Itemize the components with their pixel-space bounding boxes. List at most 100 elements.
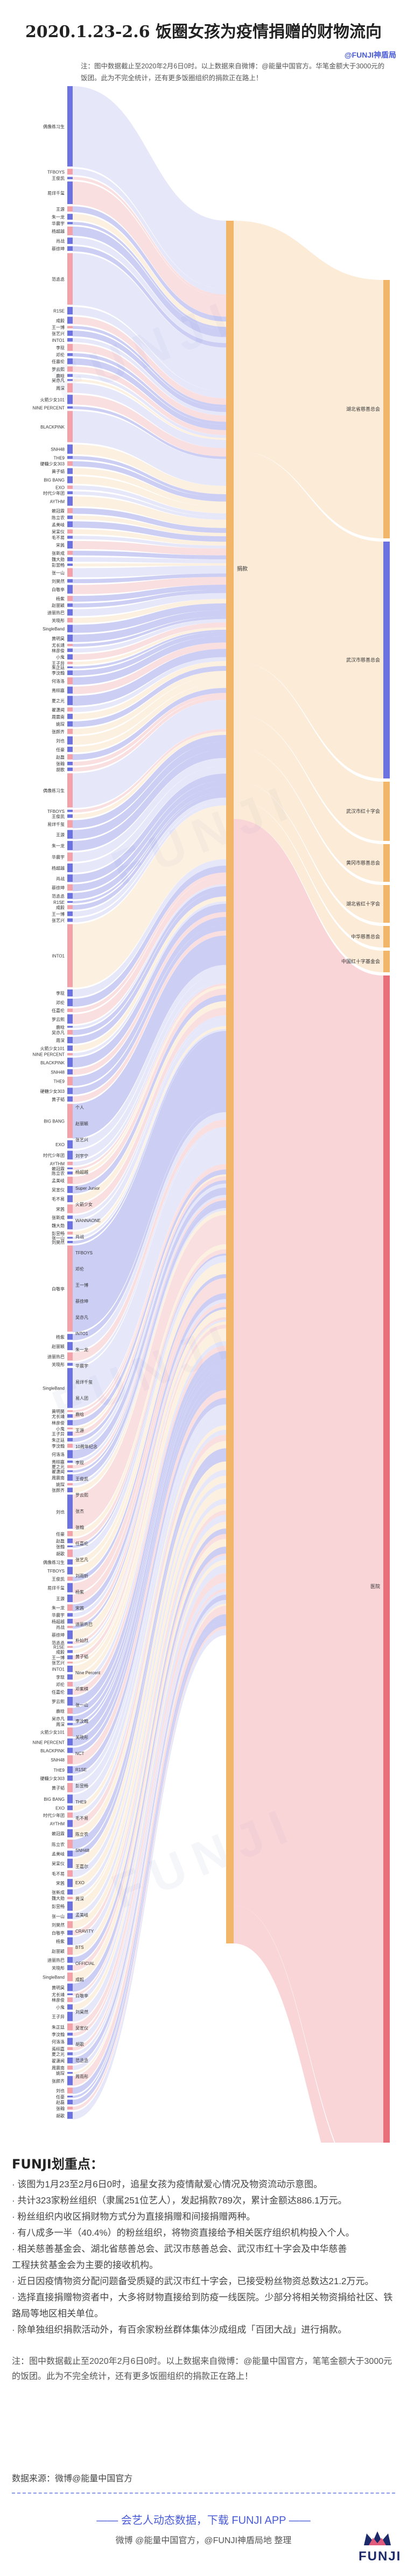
right-node-label: 医院 (370, 1583, 380, 1589)
flow-link (73, 1573, 226, 2031)
flow-link (73, 985, 226, 1175)
left-node (67, 686, 73, 694)
group-label: 鹿晗 (75, 1412, 84, 1417)
left-node (67, 1973, 73, 1982)
flow-link (73, 1180, 226, 1442)
left-node (67, 841, 73, 851)
left-node (67, 1630, 73, 1639)
left-node (67, 485, 73, 489)
flow-link (73, 1528, 226, 1963)
left-node (67, 1559, 73, 1565)
left-node-label: THE9 (54, 455, 65, 460)
flow-link (73, 731, 226, 819)
left-node-label: 赵磊 (56, 1539, 65, 1544)
left-node-label: 周深 (56, 1038, 65, 1043)
flow-link (73, 903, 226, 1068)
left-node-label: 华晨宇 (52, 1612, 65, 1618)
flow-link (73, 1328, 226, 1664)
left-node-label: 刘昊然 (52, 1240, 65, 1245)
left-node (67, 1363, 73, 1366)
flow-link (73, 565, 226, 578)
left-node (67, 1708, 73, 1714)
flow-link (73, 636, 226, 685)
left-node-label: 迪丽热巴 (47, 610, 65, 615)
summary-heading: FUNJI划重点： (12, 2157, 103, 2172)
crown-icon (364, 2531, 391, 2545)
left-node (67, 2038, 73, 2045)
left-node-label: 偶像练习生 (43, 1560, 65, 1565)
flow-link (73, 461, 226, 502)
left-node-label: 火箭少女101 (40, 397, 65, 402)
left-node-label: 黄子韬 (52, 1097, 65, 1102)
flow-link (73, 1345, 226, 1695)
left-node (67, 1576, 73, 1581)
group-label: 任嘉伦 (75, 1541, 88, 1546)
left-node (67, 1215, 73, 1219)
summary-line: · 近日因疫情物资分配问题备受质疑的武汉市红十字会，已接受粉丝物资总数达21.2… (12, 2276, 374, 2286)
left-node (67, 1470, 73, 1472)
flow-link (73, 599, 226, 623)
flow-link (73, 1324, 226, 1660)
left-node-label: 夏之光 (52, 2051, 65, 2056)
group-label: 杨超越 (75, 1169, 88, 1175)
flow-link (73, 603, 226, 633)
left-node (67, 1368, 73, 1408)
flow-link (73, 214, 226, 327)
group-label: 孟美岐 (75, 1912, 88, 1918)
center-node-label: 捐款 (237, 565, 248, 572)
left-node (67, 1057, 73, 1067)
flow-link (73, 1164, 226, 1413)
left-node (67, 1921, 73, 1928)
right-node-label: 中国红十字基金会 (341, 958, 380, 964)
group-label: 王嘉尔 (75, 1864, 88, 1869)
group-label: 毛不易 (75, 1815, 88, 1821)
left-node-label: 黄子韬 (52, 469, 65, 474)
left-node (67, 1666, 73, 1672)
left-node (67, 515, 73, 520)
left-node (67, 2107, 73, 2110)
left-node (67, 541, 73, 549)
flow-link (73, 1470, 226, 1877)
left-node (67, 820, 73, 828)
flow-link (73, 627, 226, 665)
flow-link (73, 1487, 226, 1900)
flow-link (73, 1336, 226, 1680)
left-node-label: 白敬亭 (52, 587, 65, 592)
left-node-label: 邓伦 (56, 352, 65, 357)
left-node (67, 2076, 73, 2086)
left-node (67, 1185, 73, 1193)
left-node-label: 宋茜 (56, 1880, 65, 1886)
flow-link (73, 1409, 226, 1793)
left-node (67, 918, 73, 922)
left-node-label: 王一博 (52, 1655, 65, 1660)
flow-link (73, 1244, 226, 1537)
divider (12, 2493, 395, 2494)
flow-link (73, 912, 226, 1075)
right-node-label: 武汉市慈善总会 (346, 657, 380, 663)
left-node (67, 1030, 73, 1035)
group-label: 个人 (75, 1105, 84, 1110)
left-node (67, 1794, 73, 1803)
left-node (67, 326, 73, 328)
flow-link (73, 1599, 226, 2070)
left-node (67, 1037, 73, 1043)
left-node (67, 1494, 73, 1529)
flow-link (234, 713, 383, 882)
left-node-label: 胡歌 (56, 1551, 65, 1556)
flow-link (73, 1319, 226, 1648)
left-node (67, 1460, 73, 1463)
left-node (67, 1053, 73, 1056)
left-node (67, 901, 73, 903)
group-label: 吴宣仪 (75, 2025, 88, 2031)
left-node-label: 胡歌 (56, 2113, 65, 2118)
flow-link (73, 1604, 226, 2075)
flow-link (73, 802, 226, 923)
flow-link (73, 901, 226, 1056)
left-node-label: 杨超越 (52, 228, 65, 234)
left-node (67, 476, 73, 483)
left-node-label: R1SE (53, 900, 65, 905)
flow-link (73, 687, 226, 760)
left-node-label: 小鬼 (56, 1426, 65, 1431)
left-node (67, 654, 73, 660)
left-node-label: 赵磊 (56, 2100, 65, 2105)
